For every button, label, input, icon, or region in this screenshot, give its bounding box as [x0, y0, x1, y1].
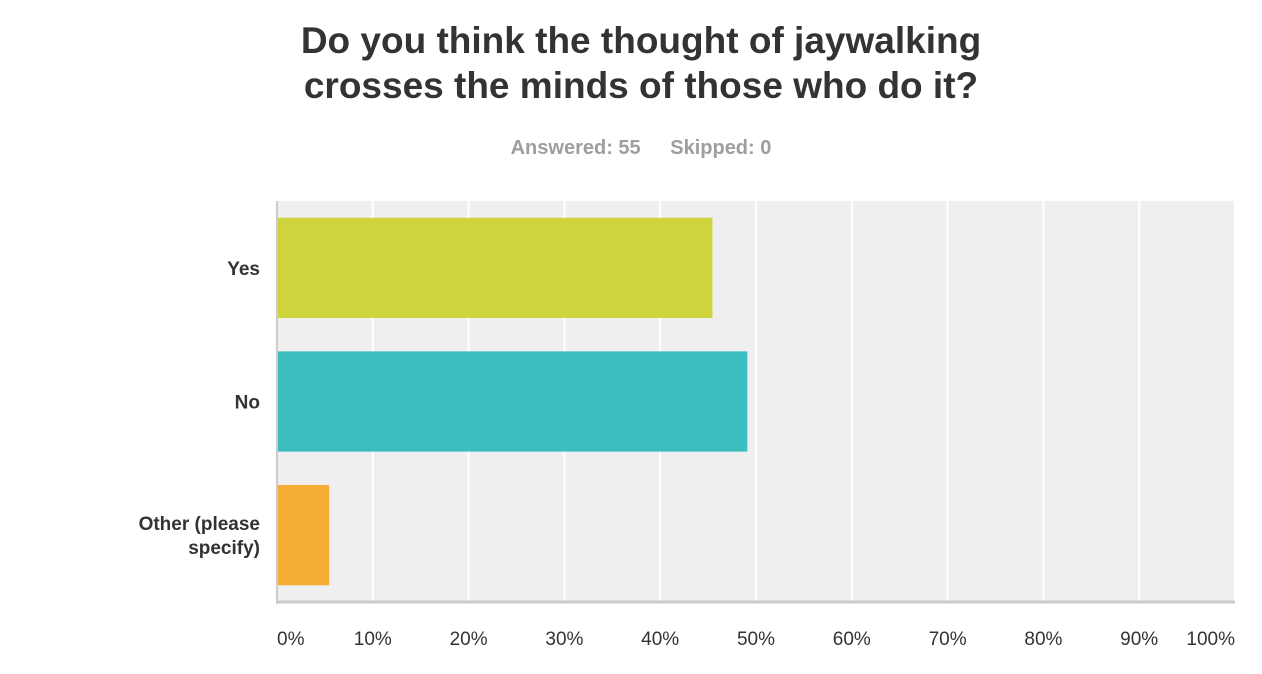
x-tick-label: 50% — [737, 629, 775, 650]
response-stats: Answered: 55 Skipped: 0 — [0, 137, 1262, 160]
x-tick-label: 80% — [1024, 629, 1062, 650]
category-label: No — [235, 393, 260, 414]
category-label: Yes — [227, 259, 260, 280]
x-tick-label: 100% — [1186, 629, 1235, 650]
answered-count: Answered: 55 — [510, 137, 641, 159]
bar — [277, 217, 713, 318]
category-label: specify) — [188, 538, 260, 559]
bar — [277, 351, 748, 452]
x-tick-label: 60% — [833, 629, 871, 650]
bar — [277, 485, 330, 586]
chart-title-line-1: Do you think the thought of jaywalking — [300, 20, 982, 61]
x-tick-label: 30% — [545, 629, 583, 650]
category-label: Other (please — [139, 514, 260, 535]
x-tick-label: 0% — [277, 629, 305, 650]
x-tick-label: 40% — [641, 629, 679, 650]
x-tick-label: 20% — [450, 629, 488, 650]
x-tick-label: 10% — [354, 629, 392, 650]
x-tick-label: 70% — [929, 629, 967, 650]
chart-title: Do you think the thought of jaywalking c… — [0, 18, 1262, 108]
chart-title-line-2: crosses the minds of those who do it? — [303, 65, 979, 106]
x-tick-label: 90% — [1120, 629, 1158, 650]
skipped-count: Skipped: 0 — [670, 137, 772, 159]
